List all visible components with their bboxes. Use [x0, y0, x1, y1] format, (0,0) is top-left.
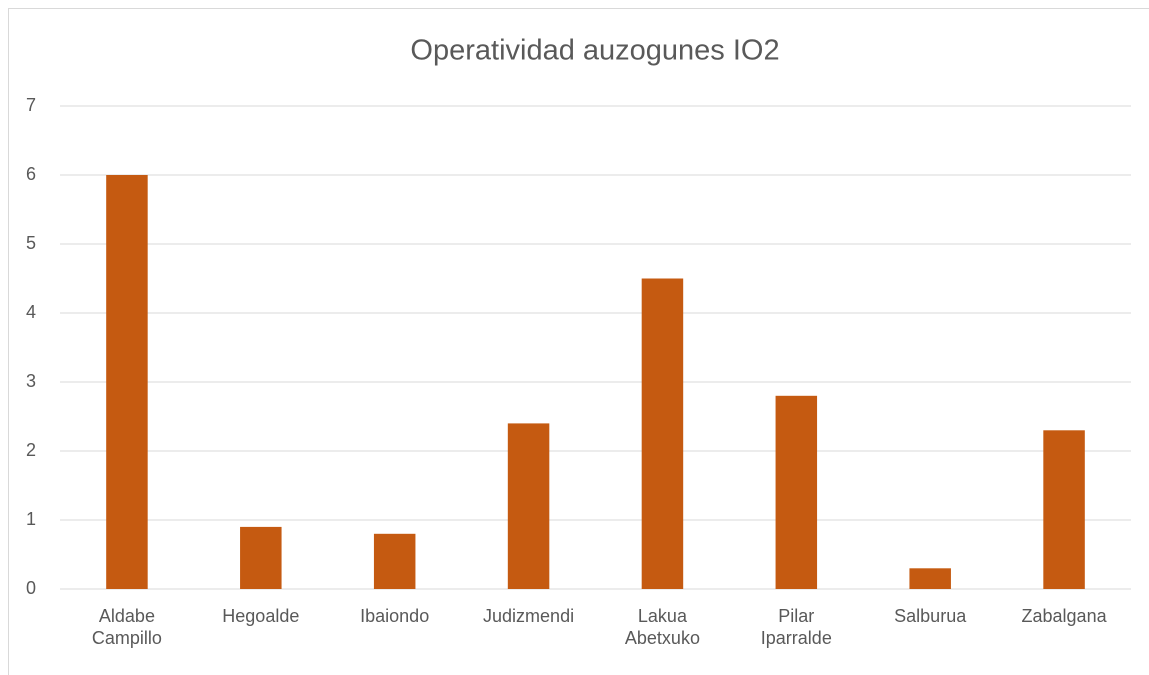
bar: [1043, 430, 1085, 589]
y-tick-label: 6: [26, 164, 36, 184]
bar: [641, 278, 684, 589]
chart-border: [8, 8, 1149, 675]
x-tick-label: Zabalgana: [1021, 606, 1107, 626]
x-tick-label: Hegoalde: [222, 606, 300, 626]
y-tick-label: 1: [26, 509, 36, 529]
x-tick-label: Aldabe Campillo: [91, 606, 162, 648]
bar: [373, 533, 416, 589]
x-tick-label: Salburua: [894, 606, 967, 626]
y-tick-label: 2: [26, 440, 36, 460]
y-tick-label: 3: [26, 371, 36, 391]
x-tick-label: Pilar Iparralde: [760, 606, 832, 648]
bar: [507, 423, 550, 589]
y-tick-label: 5: [26, 233, 36, 253]
x-tick-label: Lakua Abetxuko: [624, 606, 700, 648]
chart-title: Operatividad auzogunes IO2: [410, 35, 779, 67]
bar: [240, 526, 282, 589]
y-tick-label: 4: [26, 302, 36, 322]
bar: [909, 568, 951, 589]
bar: [106, 175, 148, 589]
x-tick-label: Judizmendi: [483, 606, 575, 626]
x-tick-label: Ibaiondo: [360, 606, 430, 626]
y-tick-label: 0: [26, 578, 36, 598]
bar: [775, 395, 818, 589]
y-tick-label: 7: [26, 95, 36, 115]
